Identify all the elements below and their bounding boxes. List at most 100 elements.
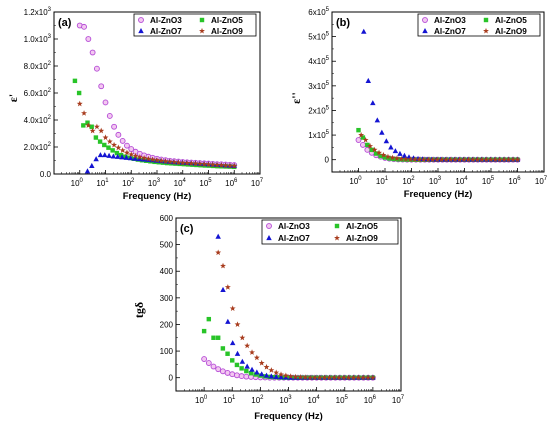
data-point: [210, 363, 217, 370]
y-tick-mantissa: 4x10: [308, 57, 326, 66]
data-point: [365, 77, 372, 84]
x-tick-base: 10: [429, 177, 438, 186]
x-axis-title: Frequency (Hz): [123, 191, 192, 202]
legend-label: Al-ZnO9: [495, 27, 527, 36]
legend-marker: [334, 223, 340, 229]
y-tick-label: 0.0: [40, 170, 52, 179]
x-tick-base: 10: [223, 396, 232, 405]
data-point: [220, 262, 226, 269]
y-tick-label: 1.2x103: [24, 7, 52, 17]
x-tick-base: 10: [71, 179, 80, 188]
data-point: [110, 153, 117, 159]
data-point: [460, 156, 467, 163]
data-point: [388, 144, 394, 150]
y-tick-exponent: 2: [48, 142, 52, 148]
data-point: [93, 135, 99, 140]
data-point: [465, 156, 472, 163]
data-point: [359, 142, 366, 148]
x-tick-exponent: 0: [80, 178, 84, 184]
y-tick-label: 6.0x102: [24, 88, 52, 98]
data-point: [281, 375, 287, 380]
data-point: [416, 156, 423, 163]
data-point: [273, 373, 279, 379]
y-tick-mantissa: 1.0x10: [24, 35, 49, 44]
x-tick-label: 107: [535, 176, 548, 186]
x-tick-exponent: 7: [401, 395, 405, 401]
y-tick-exponent: 5: [326, 56, 330, 62]
data-point: [367, 143, 374, 149]
data-point: [393, 155, 400, 161]
y-tick-label: 0: [325, 156, 330, 165]
data-point: [258, 359, 265, 366]
data-point: [382, 155, 388, 160]
x-tick-label: 102: [122, 178, 135, 188]
data-point: [282, 372, 289, 379]
data-point: [356, 127, 361, 133]
panel-label: (b): [336, 17, 350, 29]
data-point: [72, 78, 78, 84]
series-al-zno9: [215, 249, 376, 381]
data-point: [425, 156, 432, 163]
data-point: [283, 374, 289, 380]
data-point: [215, 335, 221, 340]
legend-marker: [266, 235, 272, 241]
x-tick-base: 10: [96, 179, 105, 188]
legend-marker: [266, 223, 272, 229]
y-tick-exponent: 2: [48, 115, 52, 121]
data-point: [106, 138, 113, 145]
data-point: [276, 375, 282, 380]
chart-panel: 100 101 102 103 104 105 106 10701x1052x1053x105…: [289, 7, 548, 200]
x-tick-exponent: 3: [157, 178, 161, 184]
data-point: [215, 249, 222, 256]
data-point: [360, 374, 367, 381]
x-tick-base: 10: [308, 396, 317, 405]
data-point: [102, 134, 109, 141]
x-tick-exponent: 5: [208, 178, 212, 184]
data-point: [234, 362, 240, 368]
x-tick-label: 103: [279, 395, 292, 405]
data-point: [379, 129, 385, 135]
x-axis-title: Frequency (Hz): [404, 189, 473, 200]
legend-marker: [199, 27, 205, 34]
data-point: [179, 159, 186, 166]
data-point: [136, 154, 143, 160]
data-point: [85, 120, 90, 125]
data-point: [370, 100, 376, 106]
legend-label: Al-ZnO5: [346, 222, 378, 231]
data-point: [192, 160, 199, 167]
legend-label: Al-ZnO5: [211, 16, 243, 25]
series-al-zno3: [76, 22, 238, 169]
data-point: [154, 157, 160, 163]
y-tick-label: 200: [160, 320, 174, 329]
x-tick-label: 103: [429, 176, 442, 186]
data-point: [211, 335, 216, 340]
y-tick-mantissa: 200: [160, 320, 174, 329]
data-point: [326, 374, 333, 381]
data-point: [115, 144, 122, 151]
x-tick-label: 100: [195, 395, 208, 405]
series-al-zno7: [361, 28, 521, 162]
data-point: [128, 151, 135, 157]
data-point: [209, 161, 216, 168]
data-point: [98, 83, 105, 90]
y-tick-mantissa: 2x10: [308, 106, 326, 115]
legend-box: [133, 13, 257, 37]
data-point: [307, 374, 313, 381]
legend: Al-ZnO3 Al-ZnO5 Al-ZnO7 Al-ZnO9: [133, 13, 257, 37]
x-tick-label: 101: [223, 395, 236, 405]
data-point: [89, 127, 96, 134]
data-point: [225, 318, 231, 324]
data-point: [263, 372, 270, 378]
data-point: [85, 36, 92, 42]
data-point: [290, 375, 296, 380]
legend-label: Al-ZnO3: [150, 16, 182, 25]
data-point: [206, 316, 212, 322]
data-point: [124, 142, 130, 149]
x-tick-exponent: 0: [204, 395, 208, 401]
x-tick-label: 105: [199, 178, 212, 188]
y-tick-label: 1.0x103: [24, 34, 52, 44]
x-tick-exponent: 1: [385, 176, 389, 182]
data-point: [76, 100, 83, 107]
data-point: [239, 366, 244, 371]
